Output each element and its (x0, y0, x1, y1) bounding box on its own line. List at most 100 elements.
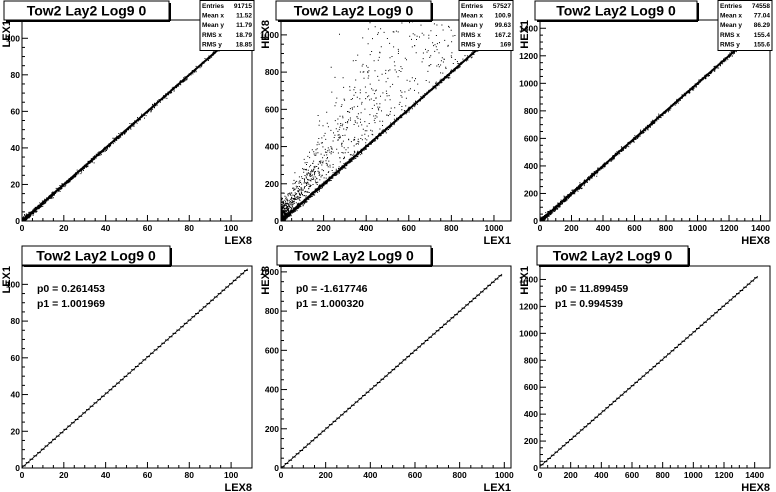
x-tick-label: 600 (627, 223, 641, 233)
x-axis-title: HEX8 (741, 235, 770, 247)
fit-p0-label: p0 = 11.899459 (555, 283, 628, 295)
stats-label: Mean y (202, 22, 224, 29)
stats-value: 74558 (752, 3, 770, 10)
panel-1: 0 20 40 60 80 100 0 20 40 60 80 100 LEX8 LEX1 Entries 9… (1, 0, 255, 247)
fit-line (280, 273, 503, 469)
x-tick-label: 0 (20, 470, 25, 480)
y-tick-label: 0 (533, 463, 538, 473)
stats-label: Entries (202, 3, 224, 10)
y-tick-label: 400 (265, 385, 279, 395)
x-tick-label: 1000 (485, 223, 504, 233)
stats-value: 11.52 (236, 13, 252, 20)
y-tick-label: 0 (274, 463, 279, 473)
y-axis-title: HEX8 (260, 266, 272, 295)
x-tick-label: 800 (444, 223, 458, 233)
stats-label: Mean x (461, 13, 483, 20)
x-axis-title: LEX1 (483, 482, 511, 492)
panel-title: Tow2 Lay2 Log9 0 (36, 248, 156, 264)
y-axis-title: LEX1 (1, 20, 13, 48)
y-tick-label: 1200 (519, 51, 538, 61)
y-tick-label: 200 (265, 179, 279, 189)
panel-title: Tow2 Lay2 Log9 0 (294, 3, 414, 19)
title-box: Tow2 Lay2 Log9 0 (276, 245, 433, 267)
x-tick-label: 600 (402, 223, 416, 233)
x-tick-label: 1200 (720, 223, 739, 233)
stats-label: Mean x (720, 13, 742, 20)
x-tick-label: 100 (224, 223, 238, 233)
y-tick-label: 400 (265, 142, 279, 152)
x-tick-label: 0 (538, 223, 543, 233)
stats-label: RMS y (202, 41, 222, 48)
x-tick-label: 1000 (684, 470, 703, 480)
x-axis-title: LEX8 (224, 482, 252, 492)
diagonal-core (21, 28, 243, 222)
title-box: Tow2 Lay2 Log9 0 (275, 0, 433, 22)
stats-label: Entries (720, 3, 742, 10)
y-tick-label: 600 (524, 382, 538, 392)
x-tick-label: 200 (316, 223, 330, 233)
data-points (539, 275, 758, 467)
stats-label: Mean y (461, 22, 483, 29)
stats-value: 155.4 (754, 32, 771, 39)
y-tick-label: 800 (265, 306, 279, 316)
panel-2: 0 200 400 600 800 1000 0 200 400 600 800 1000 LEX1 HE… (260, 0, 514, 247)
y-tick-label: 60 (11, 353, 21, 363)
y-tick-label: 40 (11, 390, 21, 400)
stats-value: 169 (500, 41, 511, 48)
y-tick-label: 800 (265, 67, 279, 77)
stats-value: 167.2 (495, 32, 512, 39)
x-axis-title: LEX8 (224, 235, 252, 247)
x-tick-label: 20 (59, 470, 69, 480)
x-tick-label: 200 (319, 470, 333, 480)
stats-box-frame (717, 0, 773, 51)
y-tick-label: 100 (6, 33, 20, 43)
data-points (280, 21, 506, 222)
panel-6: 0 200 400 600 800 1000 1200 1400 0 200 400 600 800 10… (519, 245, 771, 492)
y-tick-label: 200 (524, 188, 538, 198)
x-tick-label: 200 (564, 470, 578, 480)
x-tick-label: 60 (143, 470, 153, 480)
x-tick-label: 600 (625, 470, 639, 480)
title-box: Tow2 Lay2 Log9 0 (534, 0, 699, 22)
y-tick-label: 40 (11, 143, 21, 153)
y-tick-label: 1000 (260, 267, 279, 277)
y-tick-label: 400 (524, 409, 538, 419)
stats-box-frame (199, 0, 255, 51)
y-tick-label: 100 (6, 279, 20, 289)
diagonal-core (280, 24, 506, 222)
panel-title: Tow2 Lay2 Log9 0 (294, 248, 414, 264)
stats-label: RMS x (461, 32, 481, 39)
stats-label: Mean y (720, 22, 742, 29)
stats-label: Mean x (202, 13, 224, 20)
y-tick-label: 1000 (260, 30, 279, 40)
fit-line (539, 275, 758, 467)
x-axis-title: HEX8 (741, 482, 770, 492)
y-tick-label: 0 (15, 463, 20, 473)
y-tick-label: 80 (11, 316, 21, 326)
panel-5: 0 200 400 600 800 1000 0 200 400 600 800 1000 LEX1 HE… (260, 245, 514, 492)
stats-label: RMS y (720, 41, 740, 48)
x-tick-label: 400 (363, 470, 377, 480)
data-points (21, 28, 243, 222)
stats-value: 57527 (493, 3, 511, 10)
y-axis-title: HEX8 (260, 20, 272, 49)
stats-value: 100.9 (495, 13, 512, 20)
fit-p1-label: p1 = 1.000320 (296, 298, 364, 310)
stats-value: 18.79 (236, 32, 253, 39)
x-tick-label: 0 (279, 223, 284, 233)
y-axis-title: LEX1 (1, 266, 13, 294)
y-tick-label: 0 (274, 216, 279, 226)
fit-line (21, 268, 249, 468)
x-tick-label: 400 (594, 470, 608, 480)
x-tick-label: 20 (59, 223, 69, 233)
data-points (539, 24, 765, 222)
stats-value: 77.04 (754, 13, 771, 20)
y-tick-label: 600 (265, 104, 279, 114)
y-tick-label: 800 (524, 355, 538, 365)
x-tick-label: 1400 (745, 470, 764, 480)
y-tick-label: 1200 (519, 301, 538, 311)
y-axis-title: HEX1 (519, 266, 531, 295)
x-tick-label: 80 (185, 470, 195, 480)
panel-title: Tow2 Lay2 Log9 0 (556, 3, 676, 19)
